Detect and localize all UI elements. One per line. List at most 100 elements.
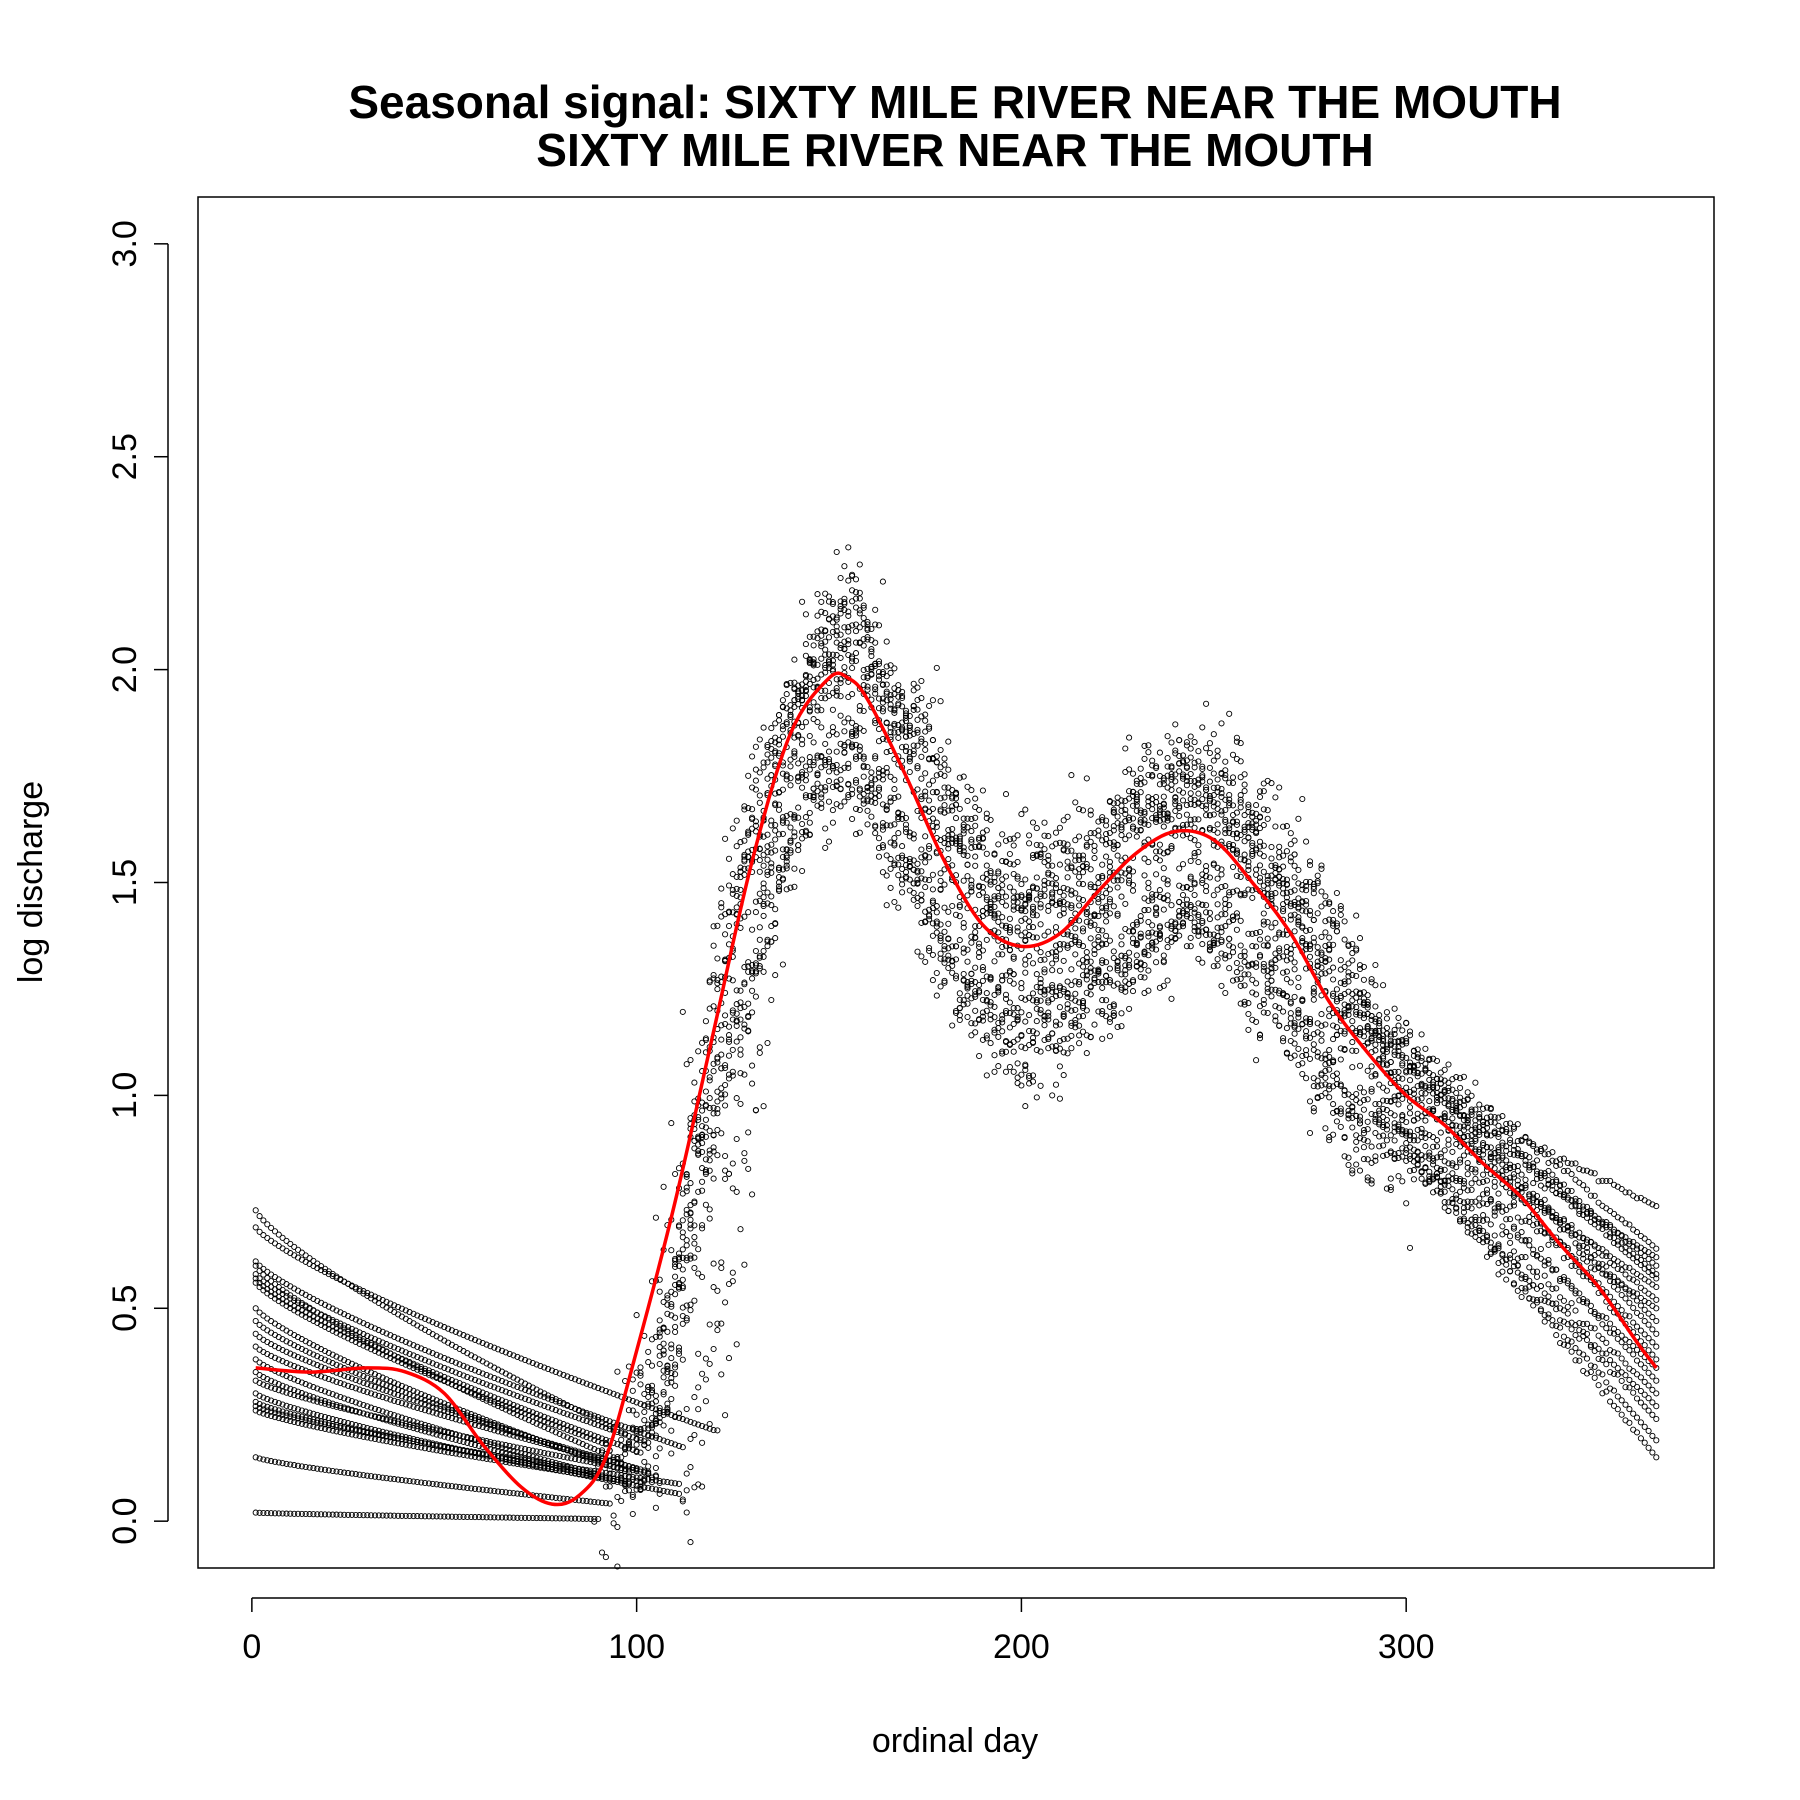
data-point [433,1427,440,1434]
data-point [991,914,998,921]
data-point [710,1060,717,1067]
data-point [1299,899,1306,906]
data-point [1153,816,1160,823]
data-point [645,1403,652,1410]
data-point [1222,772,1229,779]
data-point [1022,806,1029,813]
data-point [1210,942,1217,949]
data-point [910,751,917,758]
data-point [552,1398,559,1405]
data-point [872,690,879,697]
data-point [1399,1054,1406,1061]
data-point [1106,798,1113,805]
data-point [1176,787,1183,794]
data-point [1206,778,1213,785]
data-point [1437,1129,1444,1136]
data-point [995,868,1002,875]
data-point [706,1167,713,1174]
data-point [1491,1130,1498,1137]
data-point [910,857,917,864]
data-point [1403,1069,1410,1076]
data-point [1349,957,1356,964]
data-point [529,1413,536,1420]
data-point [498,1423,506,1430]
data-point [914,902,921,910]
data-point [979,874,986,881]
data-point [1126,832,1133,839]
data-point [787,713,794,720]
data-point [775,887,783,894]
data-point [1129,881,1137,889]
data-point [1433,1100,1441,1107]
data-point [1568,1197,1575,1204]
data-point [1103,822,1110,829]
data-point [1468,1132,1475,1139]
data-point [891,840,898,847]
data-point [1610,1181,1618,1188]
data-point [1349,1047,1356,1054]
data-point [483,1438,490,1445]
data-point [1153,812,1160,819]
data-point [564,1454,571,1461]
data-point [1426,1076,1433,1083]
data-point [345,1382,352,1389]
data-point [1322,958,1329,965]
data-point [471,1390,479,1397]
data-point [906,768,913,776]
data-point [1160,823,1167,830]
data-point [1453,1122,1460,1129]
data-point [799,687,806,694]
data-point [648,1386,656,1394]
data-point [1641,1235,1648,1242]
data-point [1576,1210,1583,1217]
data-point [302,1391,309,1398]
data-point [475,1392,482,1399]
data-point [1514,1177,1521,1184]
data-point [1564,1196,1571,1203]
data-point [1503,1206,1510,1214]
data-point [706,1215,713,1222]
data-point [941,755,948,762]
data-point [841,600,848,607]
data-point [895,734,902,741]
data-point [1037,842,1044,849]
data-point [1464,1159,1471,1167]
data-point [260,1232,267,1239]
data-point [302,1395,309,1402]
data-point [1076,902,1083,909]
data-point [1145,879,1152,886]
data-point [1491,1183,1498,1190]
data-point [856,785,863,792]
data-point [879,699,886,706]
data-point [383,1409,390,1416]
data-point [1206,826,1213,833]
data-point [402,1401,409,1408]
data-point [345,1374,352,1381]
data-point [1514,1146,1521,1153]
data-point [1099,984,1106,991]
data-point [364,1289,371,1296]
data-point [818,632,825,639]
data-point [1318,933,1325,940]
data-point [1572,1176,1579,1183]
data-point [1299,938,1306,945]
data-point [318,1396,325,1403]
data-point [1245,823,1252,830]
data-point [679,1356,686,1363]
data-point [699,1225,706,1232]
data-point [1010,861,1017,868]
data-point [402,1394,409,1401]
data-point [718,885,725,892]
chart-title: Seasonal signal: SIXTY MILE RIVER NEAR T… [348,76,1561,128]
data-point [260,1283,267,1290]
data-point [391,1344,398,1351]
data-point [533,1436,540,1443]
data-point [1010,888,1017,895]
data-point [360,1379,367,1386]
data-point [783,691,790,698]
data-point [779,697,786,704]
data-point [1372,1100,1379,1108]
data-point [1426,1098,1433,1105]
data-point [679,1276,686,1283]
data-point [1153,764,1160,772]
